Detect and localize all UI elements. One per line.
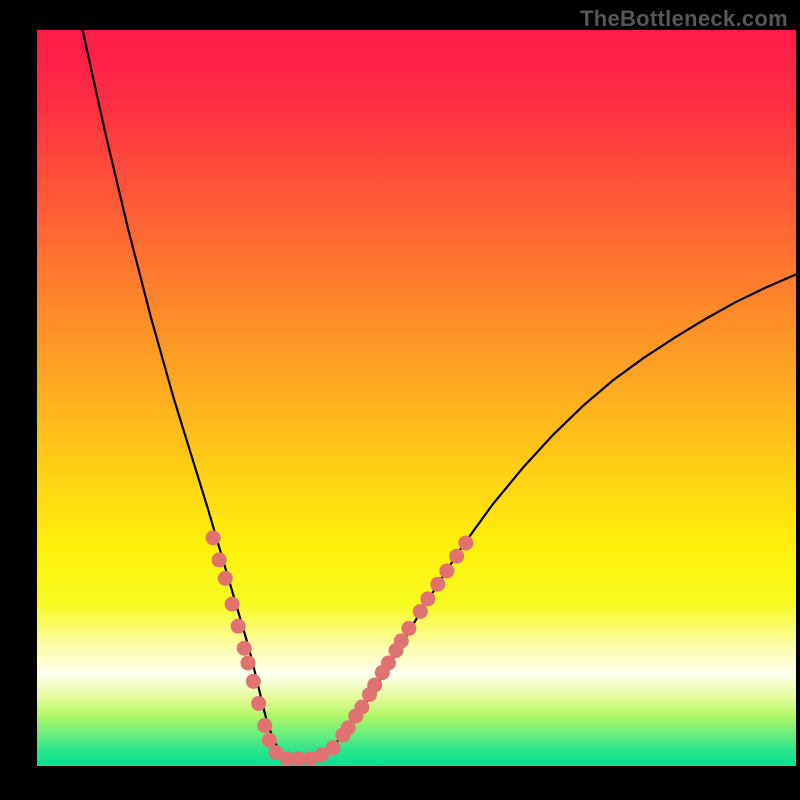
- marker-left: [246, 674, 261, 689]
- marker-right: [381, 655, 396, 670]
- marker-right: [401, 621, 416, 636]
- marker-left: [241, 655, 256, 670]
- marker-left: [225, 597, 240, 612]
- watermark-text: TheBottleneck.com: [580, 6, 788, 32]
- marker-right: [367, 678, 382, 693]
- marker-left: [251, 696, 266, 711]
- marker-left: [212, 552, 227, 567]
- chart-svg: [0, 0, 800, 800]
- marker-left: [257, 718, 272, 733]
- marker-right: [449, 549, 464, 564]
- marker-left: [218, 571, 233, 586]
- marker-right: [394, 633, 409, 648]
- marker-right: [420, 591, 435, 606]
- marker-bottom: [326, 740, 341, 755]
- plot-background: [37, 30, 796, 766]
- chart-container: TheBottleneck.com: [0, 0, 800, 800]
- marker-right: [354, 700, 369, 715]
- marker-right: [458, 535, 473, 550]
- marker-right: [413, 604, 428, 619]
- marker-right: [439, 563, 454, 578]
- marker-left: [231, 619, 246, 634]
- marker-right: [430, 577, 445, 592]
- marker-left: [206, 530, 221, 545]
- marker-left: [237, 641, 252, 656]
